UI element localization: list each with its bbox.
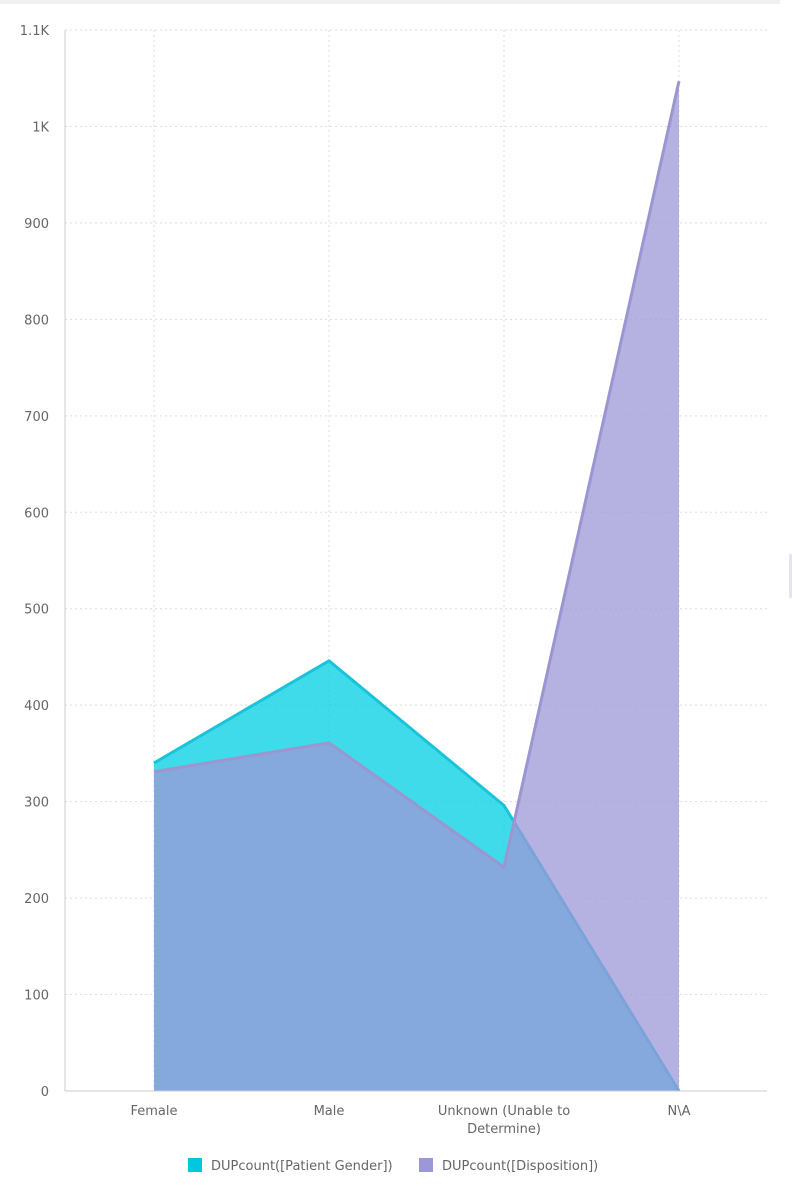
top-divider (0, 0, 780, 4)
y-tick-label: 400 (24, 699, 49, 714)
x-tick-label: N\A (668, 1104, 691, 1119)
axes (64, 30, 767, 1092)
legend-label-1: DUPcount([Patient Gender]) (211, 1159, 393, 1174)
legend: DUPcount([Patient Gender]) DUPcount([Disp… (188, 1158, 598, 1174)
legend-label-2: DUPcount([Disposition]) (442, 1159, 598, 1174)
y-tick-label: 0 (41, 1085, 49, 1100)
y-tick-label: 900 (24, 217, 49, 232)
y-tick-label: 200 (24, 892, 49, 907)
y-tick-label: 600 (24, 506, 49, 521)
series-line-2 (153, 80, 681, 869)
y-tick-label: 1K (32, 120, 49, 135)
legend-swatch-2 (419, 1158, 433, 1172)
x-axis-ticks: Female Male Unknown (Unable to Determine) N\… (130, 1104, 690, 1137)
y-axis-ticks: 0 100 200 300 400 500 600 700 800 900 1K 1.1K (20, 24, 50, 1100)
series-areas (153, 80, 681, 1092)
resize-handle[interactable] (789, 554, 792, 598)
y-tick-label: 500 (24, 603, 49, 618)
y-tick-label: 1.1K (20, 24, 50, 39)
legend-swatch-1 (188, 1158, 202, 1172)
y-tick-label: 800 (24, 313, 49, 328)
series-area-2 (154, 81, 679, 1091)
x-tick-label: Female (130, 1104, 177, 1119)
x-tick-label: Male (314, 1104, 345, 1119)
x-tick-label: Unknown (Unable to Determine) (438, 1104, 570, 1137)
y-tick-label: 100 (24, 989, 49, 1004)
y-tick-label: 300 (24, 796, 49, 811)
y-tick-label: 700 (24, 410, 49, 425)
